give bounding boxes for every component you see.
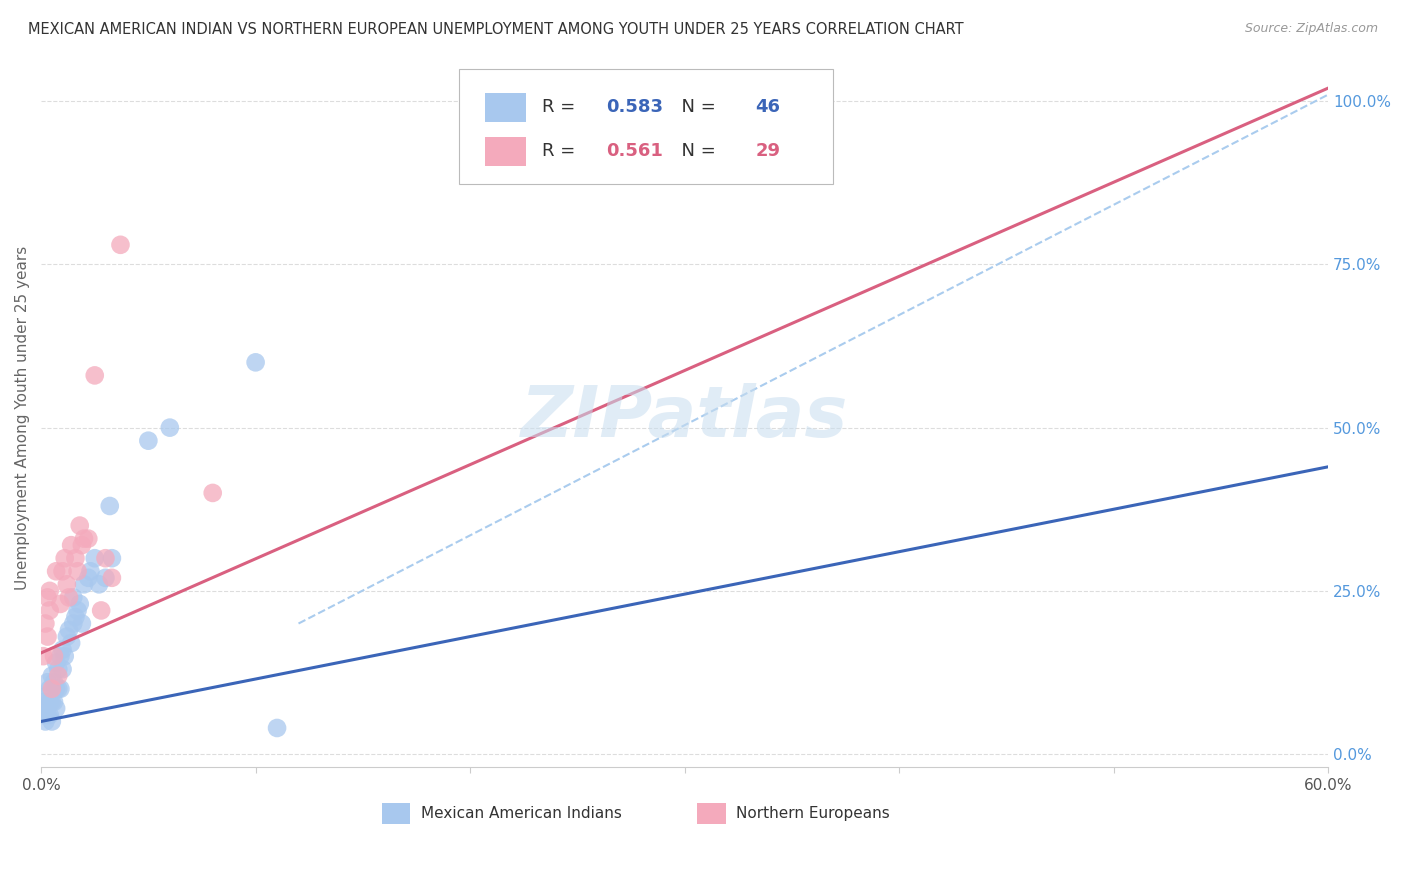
Point [38, 603, 60, 617]
Point [69, 597, 91, 611]
Point [34, 714, 56, 729]
FancyBboxPatch shape [485, 137, 526, 166]
Text: Mexican American Indians: Mexican American Indians [420, 806, 621, 822]
Point [60, 538, 83, 552]
Text: Source: ZipAtlas.com: Source: ZipAtlas.com [1244, 22, 1378, 36]
Point [45, 701, 67, 715]
Point [42, 649, 65, 664]
Point [53, 649, 76, 664]
Text: MEXICAN AMERICAN INDIAN VS NORTHERN EUROPEAN UNEMPLOYMENT AMONG YOUTH UNDER 25 Y: MEXICAN AMERICAN INDIAN VS NORTHERN EURO… [28, 22, 963, 37]
Point [98, 499, 121, 513]
Point [42, 695, 65, 709]
Point [266, 721, 288, 735]
Point [101, 551, 124, 566]
Point [56, 630, 79, 644]
Point [62, 616, 84, 631]
Point [34, 616, 56, 631]
Point [45, 564, 67, 578]
Point [37, 630, 59, 644]
Point [51, 662, 73, 676]
Point [46, 662, 69, 676]
Point [201, 486, 224, 500]
Point [37, 591, 59, 605]
Point [73, 577, 96, 591]
Text: 29: 29 [755, 142, 780, 160]
Point [58, 591, 80, 605]
Text: 0.583: 0.583 [606, 97, 664, 116]
Point [49, 597, 72, 611]
Point [41, 714, 63, 729]
Point [77, 571, 100, 585]
Point [94, 571, 117, 585]
Text: N =: N = [671, 97, 721, 116]
Point [138, 434, 160, 448]
Point [101, 571, 124, 585]
Y-axis label: Unemployment Among Youth under 25 years: Unemployment Among Youth under 25 years [15, 245, 30, 590]
FancyBboxPatch shape [382, 804, 411, 824]
Point [42, 675, 65, 690]
FancyBboxPatch shape [697, 804, 725, 824]
Point [458, 160, 481, 174]
Point [110, 237, 132, 252]
Text: R =: R = [541, 97, 581, 116]
Point [45, 681, 67, 696]
Text: 46: 46 [755, 97, 780, 116]
Point [41, 695, 63, 709]
Point [38, 707, 60, 722]
Point [56, 577, 79, 591]
Point [62, 591, 84, 605]
Point [245, 355, 267, 369]
Point [94, 551, 117, 566]
Point [38, 681, 60, 696]
Point [37, 675, 59, 690]
Point [65, 610, 87, 624]
Point [58, 623, 80, 637]
Point [41, 681, 63, 696]
Point [90, 603, 112, 617]
Point [37, 707, 59, 722]
Point [34, 701, 56, 715]
Point [32, 695, 55, 709]
Point [79, 564, 101, 578]
Point [38, 695, 60, 709]
Text: ZIPatlas: ZIPatlas [522, 384, 848, 452]
Point [49, 681, 72, 696]
Point [70, 538, 93, 552]
Point [51, 642, 73, 657]
Point [53, 551, 76, 566]
Point [45, 656, 67, 670]
Text: Northern Europeans: Northern Europeans [737, 806, 890, 822]
Point [87, 577, 110, 591]
FancyBboxPatch shape [485, 94, 526, 121]
Point [83, 551, 105, 566]
Point [32, 707, 55, 722]
Point [37, 689, 59, 703]
Point [46, 681, 69, 696]
Point [60, 636, 83, 650]
Point [69, 518, 91, 533]
Point [66, 564, 89, 578]
Point [51, 564, 73, 578]
Point [49, 649, 72, 664]
Text: 0.561: 0.561 [606, 142, 664, 160]
FancyBboxPatch shape [460, 69, 832, 184]
Point [41, 669, 63, 683]
Point [46, 669, 69, 683]
Point [70, 616, 93, 631]
Point [159, 420, 181, 434]
Point [66, 603, 89, 617]
Point [83, 368, 105, 383]
Point [65, 551, 87, 566]
Point [32, 649, 55, 664]
Text: R =: R = [541, 142, 581, 160]
Point [73, 532, 96, 546]
Text: N =: N = [671, 142, 721, 160]
Point [38, 583, 60, 598]
Point [77, 532, 100, 546]
